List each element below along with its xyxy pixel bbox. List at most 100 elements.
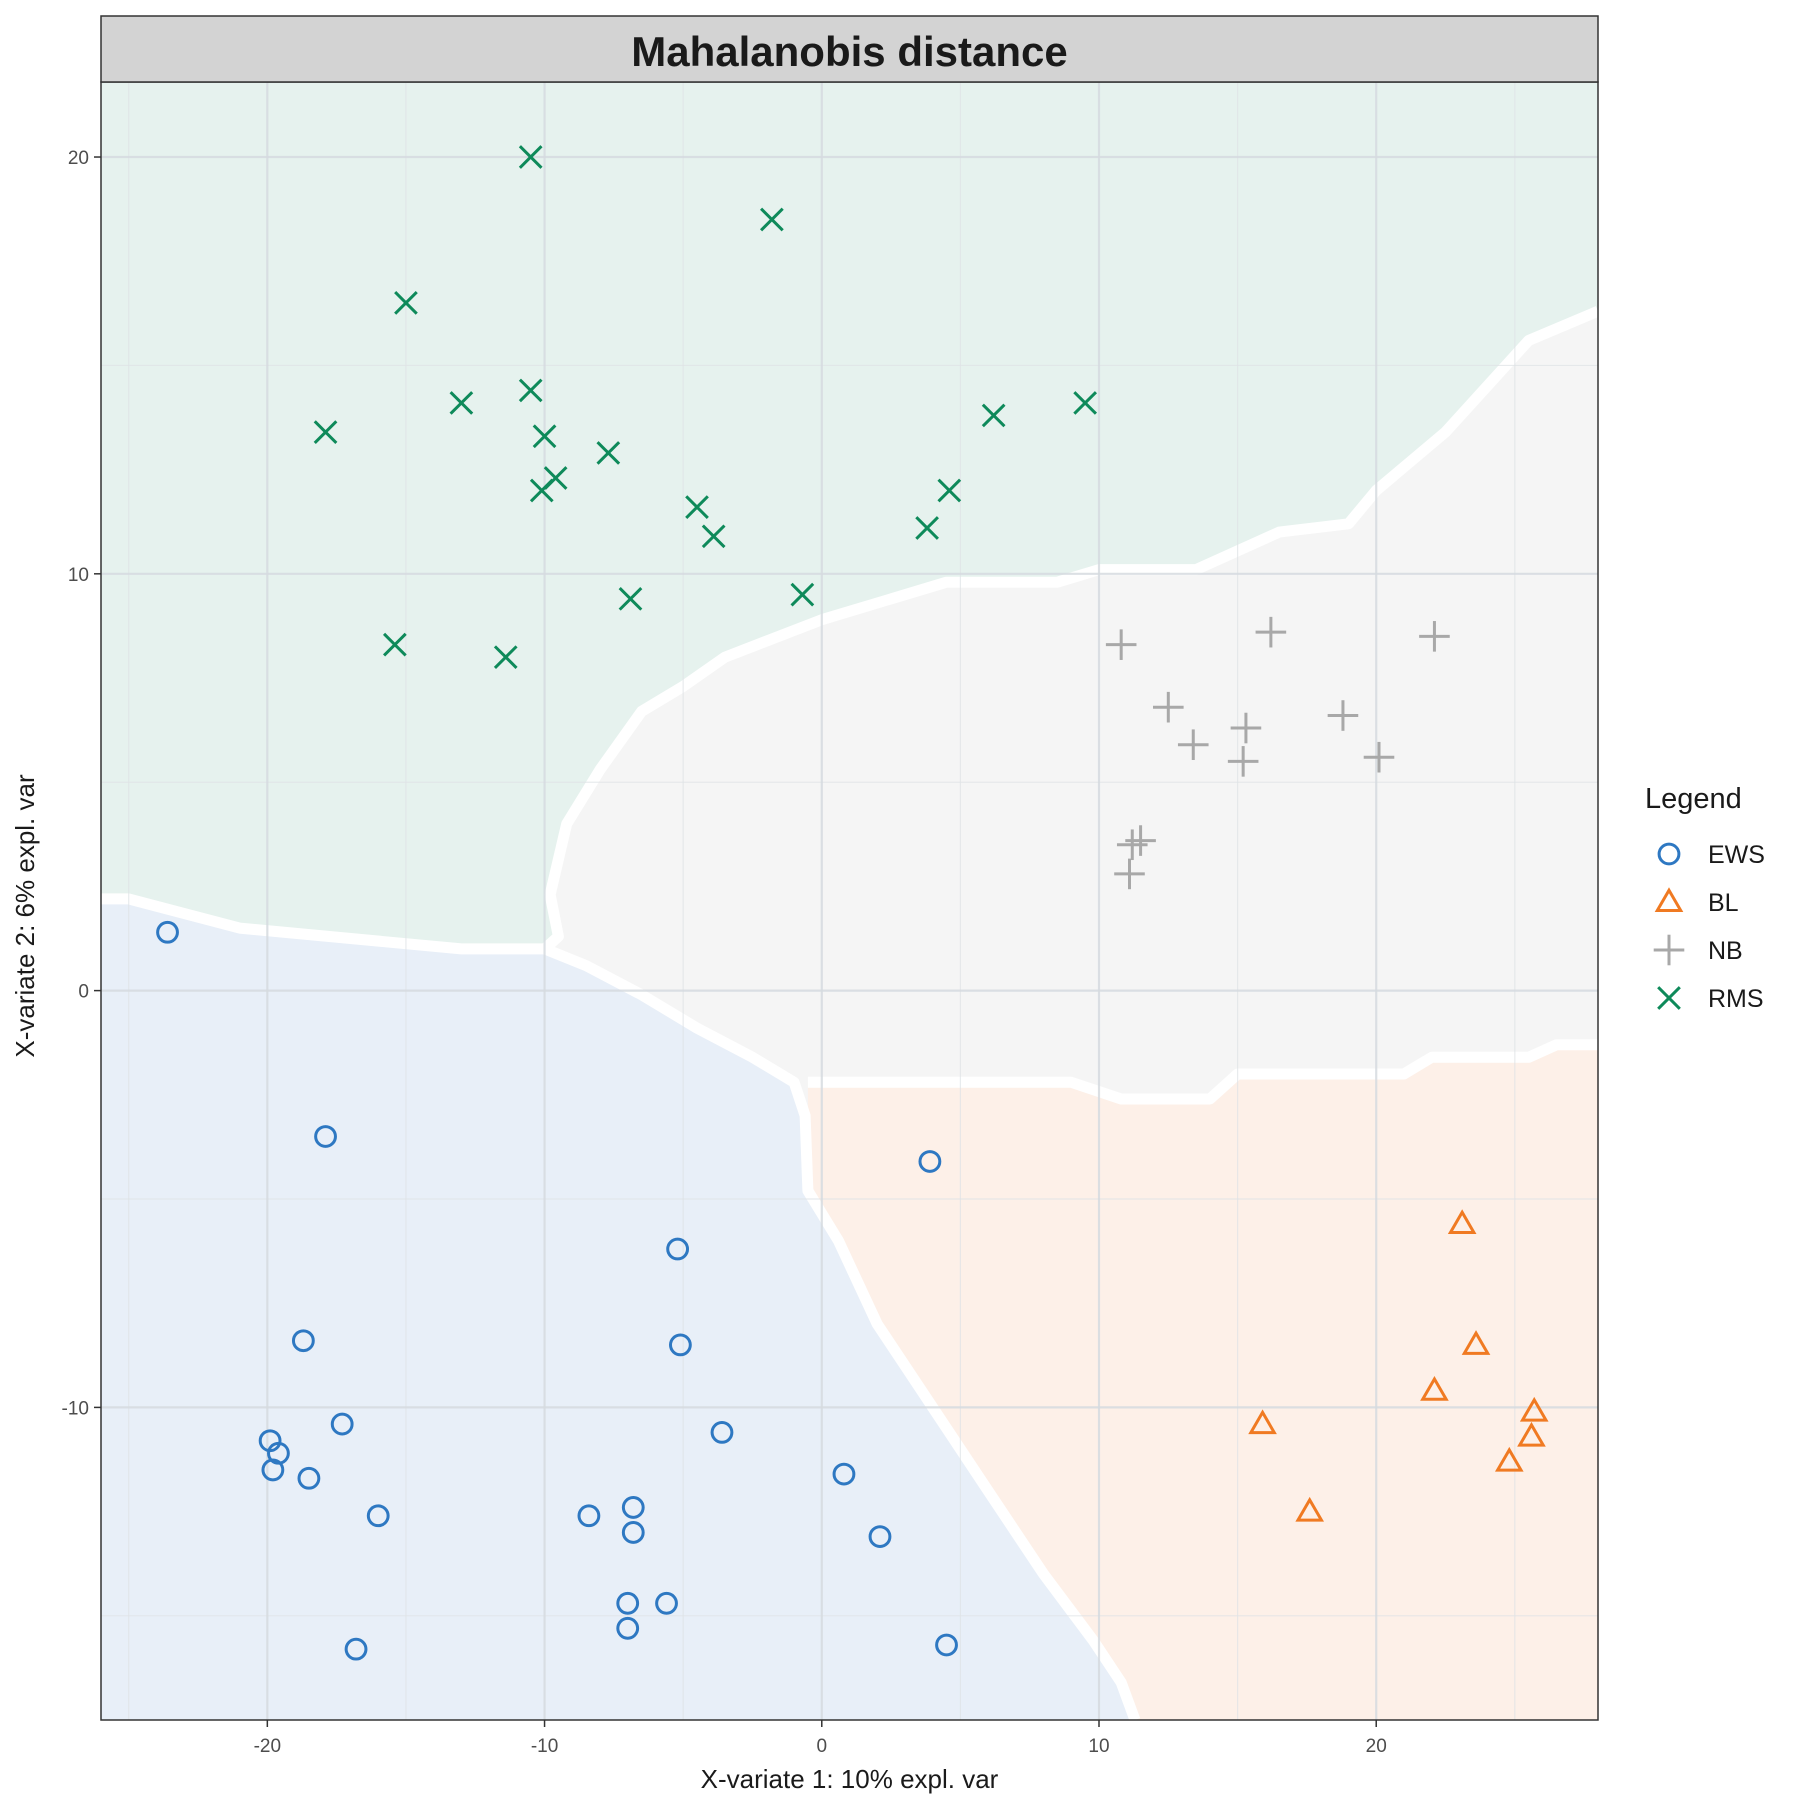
point-nb [1227,746,1259,777]
point-rms [760,207,784,232]
panel-background [101,82,1601,1722]
marker-shape [518,145,543,169]
legend-label-nb: NB [1708,937,1743,965]
title-strip-background [100,15,1599,83]
legend-key-rms [1657,986,1681,1010]
point-rms [937,478,962,503]
marker-shape [1517,1421,1546,1447]
region-ews [101,898,1135,1720]
marker-shape [935,1633,958,1657]
point-nb [1177,729,1209,761]
marker-shape [616,1591,640,1615]
title-strip: Mahalanobis distance [100,15,1599,83]
point-rms [313,420,338,444]
legend-item-ews: EWS [1657,841,1765,869]
point-bl [1494,1446,1524,1472]
marker-shape [291,1329,315,1353]
point-ews [344,1637,368,1661]
legend-label-bl: BL [1708,889,1739,917]
marker-shape [1519,1396,1549,1422]
data-points [156,145,1549,1661]
series-bl [1248,1209,1549,1522]
point-rms [685,495,709,519]
point-rms [981,403,1006,428]
x-tick-label: 0 [816,1736,827,1757]
point-ews [621,1521,645,1544]
point-rms [518,378,543,403]
legend-label-rms: RMS [1708,985,1764,1013]
marker-shape [1447,1209,1477,1235]
marker-shape [156,920,179,944]
marker-shape [394,291,418,315]
marker-shape [918,1150,942,1173]
marker-shape [1494,1446,1524,1472]
marker-shape [529,478,554,503]
point-ews [330,1412,354,1436]
point-rms [493,645,518,670]
marker-shape [832,1462,856,1486]
marker-shape [1295,1496,1325,1522]
marker-shape [701,524,726,549]
marker-shape [596,441,621,465]
marker-shape [666,1237,690,1261]
point-nb [1363,741,1395,773]
point-ews [832,1462,856,1486]
point-ews [621,1496,645,1519]
boundary-rms [101,306,1601,955]
legend-item-nb: NB [1653,934,1743,966]
x-axis-ticks: -20 -10 0 10 20 [254,1720,1387,1757]
point-nb [1255,616,1287,648]
marker-shape [621,1521,645,1544]
point-ews [314,1125,337,1148]
marker-shape [618,586,643,611]
marker-shape [760,207,784,232]
point-ews [291,1329,315,1353]
point-ews [616,1616,640,1640]
point-rms [449,391,474,415]
region-bl [807,1044,1598,1720]
chart-title: Mahalanobis distance [631,28,1067,75]
grid-lines [101,82,1598,1720]
legend-key-ews [1657,842,1681,866]
marker-shape [710,1421,734,1444]
marker-shape [790,582,815,607]
marker-shape [621,1496,645,1519]
point-ews [935,1633,958,1657]
series-nb [1105,616,1450,890]
marker-shape [366,1504,390,1528]
point-bl [1461,1330,1491,1355]
point-ews [655,1591,678,1615]
marker-shape [937,478,962,503]
point-rms [382,632,407,657]
point-bl [1519,1396,1549,1422]
point-rms [618,586,643,611]
y-tick-label: -10 [62,1398,89,1419]
marker-shape [344,1637,368,1661]
marker-shape [314,1125,337,1148]
legend-items: EWS BL NB RMS [1653,841,1765,1013]
point-bl [1248,1409,1277,1435]
point-bl [1295,1496,1325,1522]
x-tick-label: -10 [531,1736,558,1757]
x-tick-label: 10 [1088,1736,1109,1757]
point-nb [1419,621,1450,652]
point-rms [394,291,418,315]
point-rms [596,441,621,465]
marker-shape [330,1412,354,1436]
point-nb [1153,691,1184,723]
region-rms [101,82,1598,949]
point-ews [710,1421,734,1444]
marker-shape [655,1591,678,1615]
marker-shape [868,1525,892,1549]
marker-shape [1657,986,1681,1010]
point-ews [668,1333,692,1357]
y-tick-label: 0 [78,982,89,1003]
marker-shape [1657,842,1681,866]
marker-shape [981,403,1006,428]
marker-shape [493,645,518,670]
point-rms [790,582,815,607]
point-ews [666,1237,690,1261]
point-ews [577,1504,601,1528]
legend-item-bl: BL [1654,887,1739,917]
